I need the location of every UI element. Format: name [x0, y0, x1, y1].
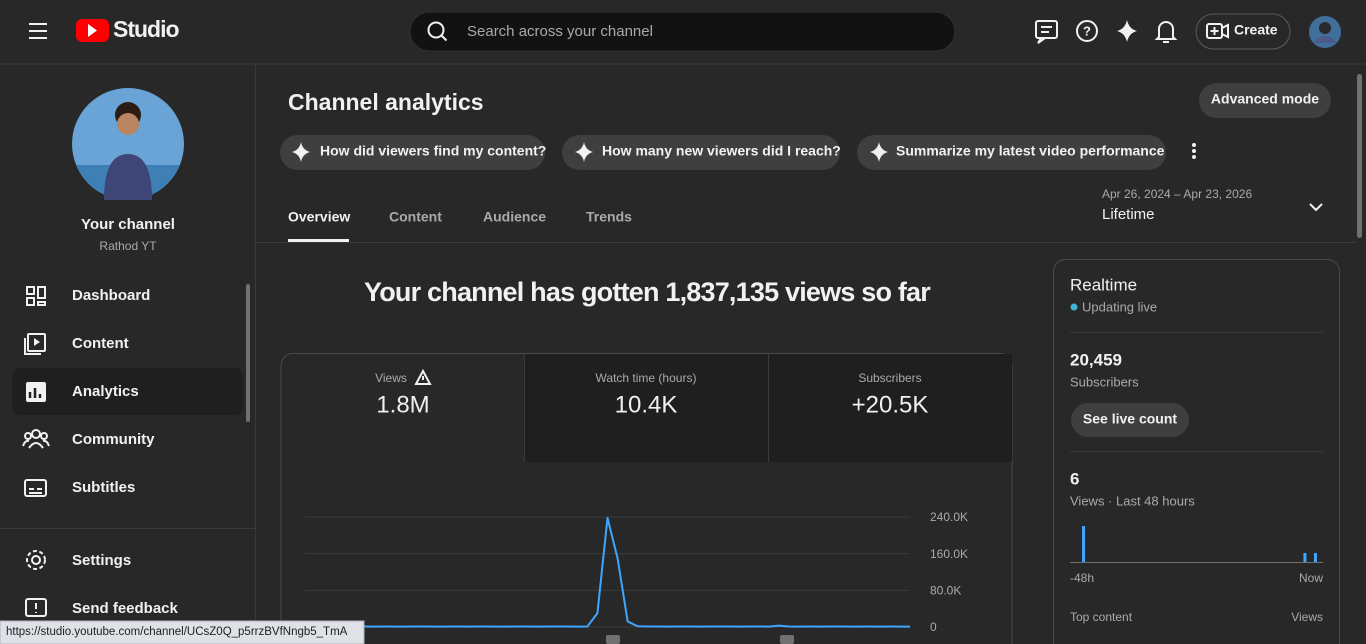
nav-send-feedback[interactable]: Send feedback [25, 598, 179, 617]
nav-settings[interactable]: Settings [26, 550, 131, 570]
y-tick-label: 160.0K [930, 547, 968, 561]
tab[interactable]: Content [389, 209, 442, 225]
tab[interactable]: Trends [586, 209, 632, 225]
create-button[interactable]: Create [1195, 13, 1291, 50]
nav-label: Community [72, 431, 155, 448]
views-chart: 240.0K 160.0K 80.0K 0 [304, 510, 968, 634]
video-marker[interactable] [780, 635, 794, 644]
account-avatar[interactable] [1309, 16, 1341, 48]
channel-name: Rathod YT [99, 239, 157, 253]
date-picker[interactable]: Apr 26, 2024 – Apr 23, 2026 Lifetime [1102, 187, 1323, 223]
search-placeholder: Search across your channel [467, 23, 653, 40]
button-label: Advanced mode [1211, 91, 1319, 107]
tab-underline [288, 239, 349, 242]
metric-tab[interactable]: Subscribers +20.5K [852, 371, 929, 418]
chip-label: Summarize my latest video performance [896, 143, 1165, 159]
y-tick-label: 0 [930, 620, 937, 634]
nav-content[interactable]: Content [24, 333, 129, 355]
date-range: Apr 26, 2024 – Apr 23, 2026 [1102, 187, 1252, 201]
feedback-icon[interactable] [1035, 20, 1058, 44]
tab[interactable]: Audience [483, 209, 546, 225]
sidebar-scrollbar [246, 284, 250, 422]
nav-label: Settings [72, 552, 131, 569]
video-marker[interactable] [606, 635, 620, 644]
help-icon[interactable]: ? [1076, 20, 1098, 42]
nav-label: Content [72, 335, 129, 352]
top-content-column: Views [1291, 610, 1323, 624]
logo[interactable]: Studio [76, 16, 180, 42]
menu-button[interactable] [29, 23, 47, 39]
live-dot [1070, 303, 1078, 311]
y-tick-label: 240.0K [930, 510, 968, 524]
suggestion-chip[interactable]: How did viewers find my content? [280, 135, 546, 170]
nav-analytics[interactable]: Analytics [26, 382, 139, 402]
metric-label: Subscribers [858, 371, 921, 385]
metric-value: 1.8M [376, 391, 429, 418]
nav-label: Dashboard [72, 287, 150, 304]
views-line [304, 516, 911, 628]
suggestion-chip[interactable]: How many new viewers did I reach? [562, 135, 841, 170]
realtime-bar [1082, 526, 1086, 562]
realtime-chart [1082, 526, 1317, 562]
nav-label: Analytics [72, 383, 139, 400]
nav-selected-bg [12, 368, 243, 415]
svg-text:?: ? [1083, 23, 1091, 38]
channel-title: Your channel [81, 216, 175, 233]
page-title: Channel analytics [288, 89, 484, 115]
realtime-views: 6 [1070, 469, 1079, 488]
channel-avatar[interactable] [72, 88, 184, 200]
search-box[interactable]: Search across your channel [409, 11, 956, 52]
realtime-bar [1303, 553, 1307, 562]
suggestion-chip[interactable]: Summarize my latest video performance [857, 135, 1166, 170]
create-label: Create [1234, 22, 1278, 38]
metric-value: +20.5K [852, 391, 929, 418]
nav-community[interactable]: Community [22, 429, 155, 449]
status-bar: https://studio.youtube.com/channel/UCsZ0… [0, 620, 365, 644]
top-content-heading: Top content [1070, 610, 1133, 624]
metric-tab[interactable]: Views 1.8M [375, 368, 432, 418]
more-menu[interactable] [1192, 143, 1196, 159]
realtime-bar [1313, 553, 1317, 562]
chip-label: How many new viewers did I reach? [602, 143, 841, 159]
ai-icon[interactable] [1117, 20, 1137, 42]
chip-label: How did viewers find my content? [320, 143, 546, 159]
advanced-mode-button[interactable]: Advanced mode [1199, 83, 1331, 118]
metric-label: Watch time (hours) [596, 371, 697, 385]
tab-selected[interactable]: Overview [288, 209, 350, 225]
realtime-end: Now [1299, 571, 1323, 585]
realtime-start: -48h [1070, 571, 1094, 585]
date-period: Lifetime [1102, 206, 1155, 223]
status-url: https://studio.youtube.com/channel/UCsZ0… [6, 626, 348, 638]
nav-label: Send feedback [72, 600, 179, 617]
metric-value: 10.4K [615, 391, 678, 418]
nav-dashboard[interactable]: Dashboard [26, 286, 150, 306]
see-live-count-button[interactable]: See live count [1071, 403, 1189, 437]
realtime-views-label: Views · Last 48 hours [1070, 493, 1195, 508]
notifications-icon[interactable] [1154, 21, 1178, 43]
realtime-title: Realtime [1070, 275, 1137, 294]
nav-subtitles[interactable]: Subtitles [24, 479, 135, 497]
subscriber-count: 20,459 [1070, 350, 1122, 369]
logo-text: Studio [113, 16, 179, 42]
subscriber-label: Subscribers [1070, 374, 1139, 389]
y-tick-label: 80.0K [930, 584, 961, 598]
button-label: See live count [1083, 411, 1177, 427]
nav-label: Subtitles [72, 479, 135, 496]
metric-label: Views [375, 371, 407, 385]
headline: Your channel has gotten 1,837,135 views … [364, 277, 931, 307]
metric-tab[interactable]: Watch time (hours) 10.4K [596, 371, 697, 418]
page-scrollbar [1357, 74, 1362, 238]
realtime-status: Updating live [1082, 299, 1157, 314]
